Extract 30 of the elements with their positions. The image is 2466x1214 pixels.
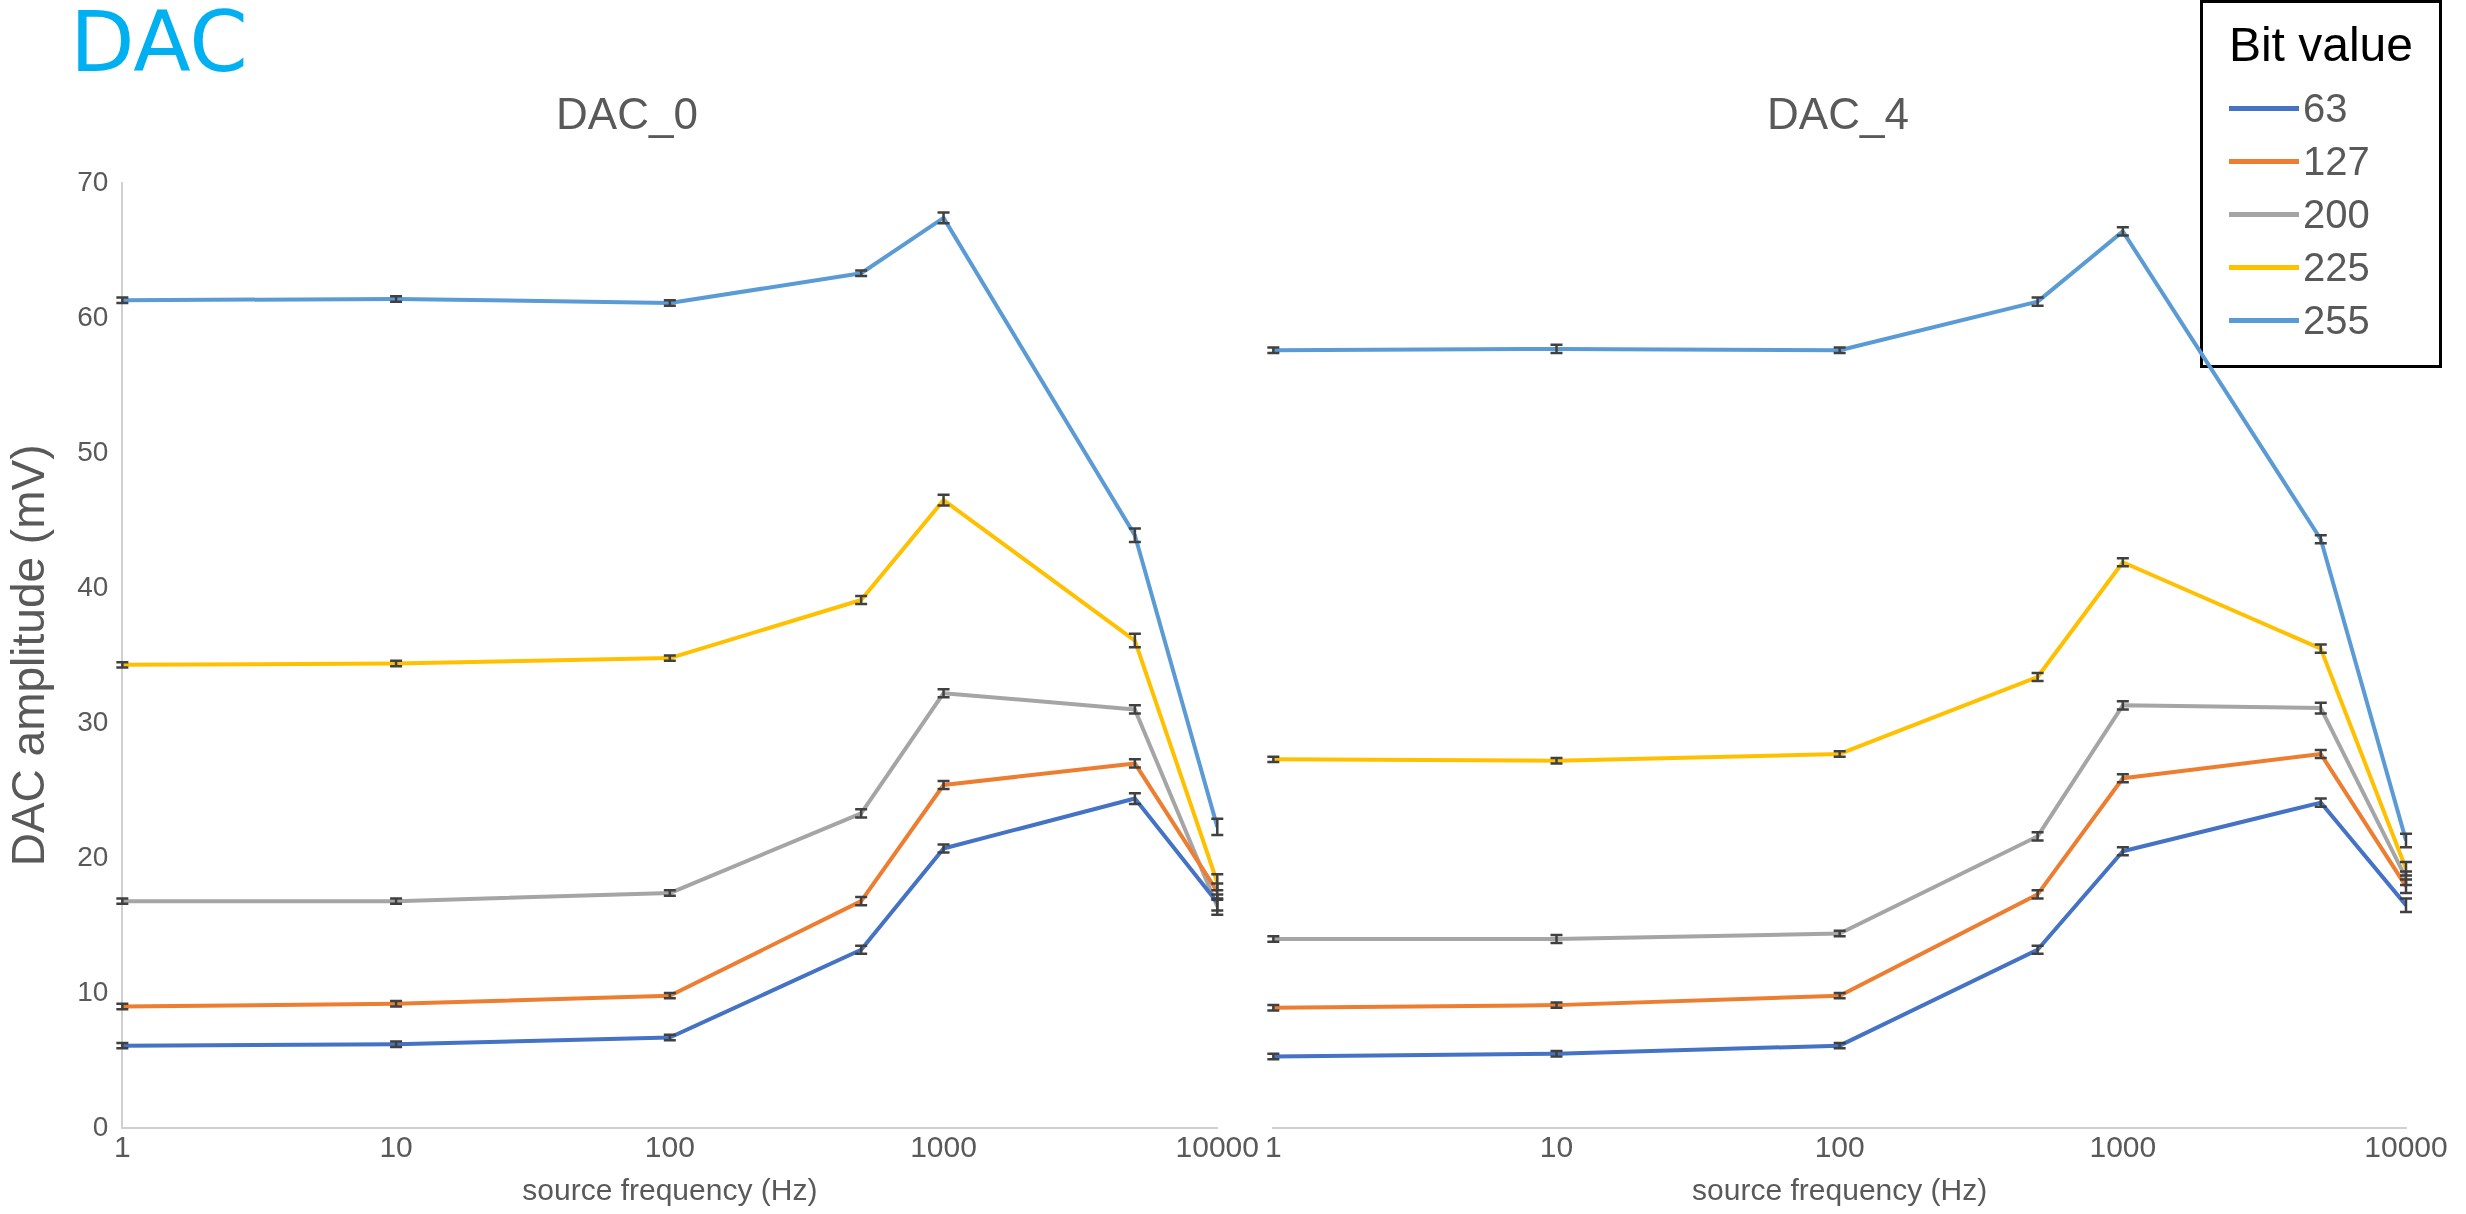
legend-label: 225 (2302, 245, 2370, 290)
y-tick-label: 30 (77, 705, 109, 737)
x-tick-label: 10000 (2364, 1130, 2448, 1164)
x-axis-title: source frequency (Hz) (522, 1173, 818, 1207)
y-tick-label: 70 (77, 165, 109, 197)
legend-label: 255 (2302, 298, 2370, 343)
x-tick-label: 1 (114, 1130, 131, 1164)
y-tick-label: 40 (77, 570, 109, 602)
x-tick-label: 1000 (910, 1130, 977, 1164)
legend-label: 127 (2302, 139, 2370, 184)
x-axis-title: source frequency (Hz) (1692, 1173, 1988, 1207)
y-tick-label: 50 (77, 435, 109, 467)
x-tick-label: 10 (379, 1130, 413, 1164)
chart-title: DAC_0 (556, 88, 698, 138)
legend-label: 63 (2302, 86, 2348, 131)
y-tick-label: 20 (77, 840, 109, 872)
x-tick-label: 10000 (1175, 1130, 1260, 1164)
y-tick-label: 0 (92, 1110, 109, 1142)
legend-label: 200 (2302, 192, 2370, 237)
text: DAC (70, 0, 248, 91)
chart-title: DAC_4 (1767, 88, 1909, 138)
x-tick-label: 10 (1539, 1130, 1574, 1164)
y-tick-label: 60 (77, 300, 109, 332)
legend-title: Bit value (2228, 17, 2413, 72)
x-tick-label: 1000 (2089, 1130, 2157, 1164)
y-tick-label: 10 (77, 975, 109, 1007)
x-tick-label: 100 (1814, 1130, 1865, 1164)
x-tick-label: 100 (644, 1130, 695, 1164)
y-axis-title: DAC amplitude (mV) (2, 444, 55, 867)
x-tick-label: 1 (1265, 1130, 1282, 1164)
